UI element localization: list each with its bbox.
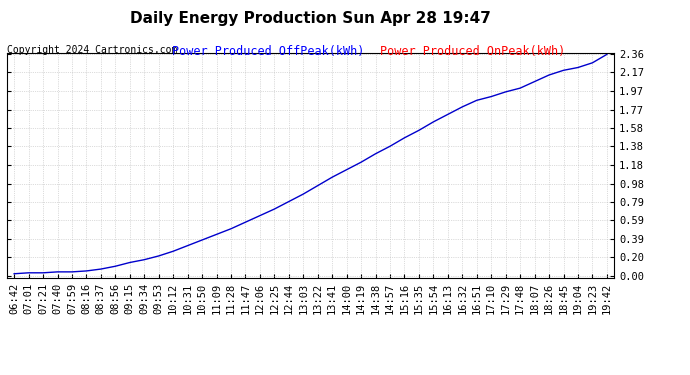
Text: Power Produced OffPeak(kWh): Power Produced OffPeak(kWh) <box>172 45 365 58</box>
Text: Copyright 2024 Cartronics.com: Copyright 2024 Cartronics.com <box>7 45 177 55</box>
Text: Daily Energy Production Sun Apr 28 19:47: Daily Energy Production Sun Apr 28 19:47 <box>130 11 491 26</box>
Text: Power Produced OnPeak(kWh): Power Produced OnPeak(kWh) <box>380 45 564 58</box>
